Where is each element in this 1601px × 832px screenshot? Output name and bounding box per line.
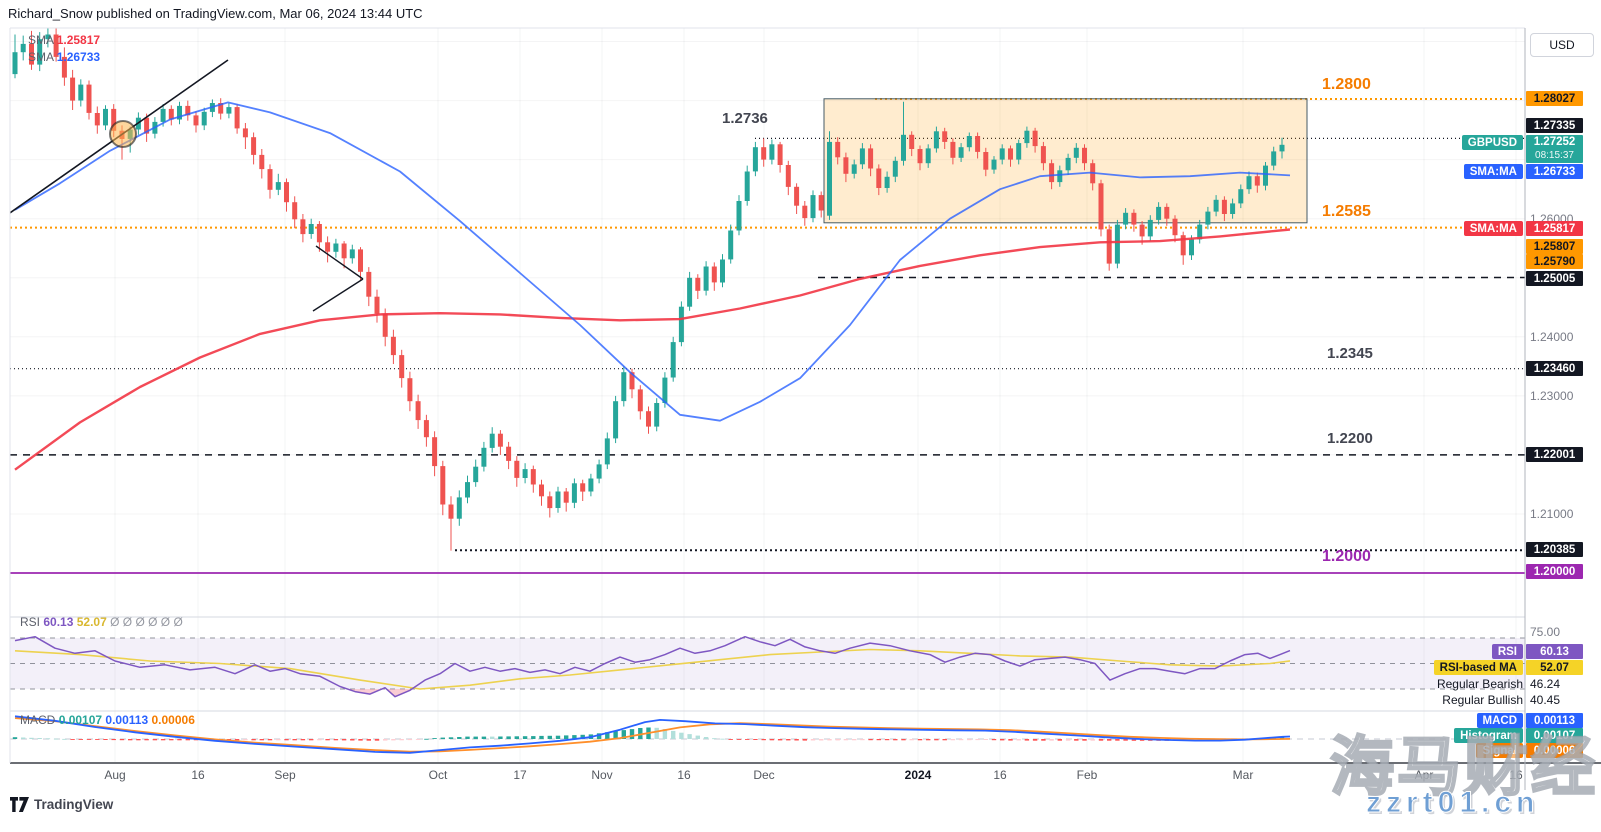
time-axis-label: 16 <box>677 768 691 782</box>
legend-rsi[interactable]: RSI 60.13 52.07 Ø Ø Ø Ø Ø Ø <box>20 615 183 629</box>
countdown-timer: 08:15:37 <box>1535 150 1574 161</box>
time-axis-label: Mar <box>1232 768 1254 782</box>
rsi-ma-value: 52.07 <box>76 615 107 629</box>
level-label-12000: 1.2000 <box>1322 548 1371 565</box>
time-axis-label: Aug <box>104 768 126 782</box>
level-label-12585: 1.2585 <box>1322 203 1371 220</box>
macd-hist-value: 0.00107 <box>58 713 103 727</box>
macd-value: 0.00113 <box>105 713 149 727</box>
level-label-12200: 1.2200 <box>1327 430 1373 447</box>
price-badge: 1.25807 <box>1526 239 1583 254</box>
time-axis-label: 16 <box>191 768 205 782</box>
price-badge: 0.00113 <box>1526 713 1583 728</box>
tradingview-attribution[interactable]: TradingView <box>10 797 113 812</box>
price-badge: 1.28027 <box>1526 91 1583 106</box>
time-axis-label: 17 <box>513 768 527 782</box>
legend-sma-fast[interactable]: SMA 1.26733 <box>28 50 100 64</box>
time-axis-label: 2024 <box>904 768 932 782</box>
sma-slow-value: 1.25817 <box>56 33 101 47</box>
time-axis-label: Dec <box>753 768 775 782</box>
price-badge: 0.00006 <box>1526 743 1583 758</box>
price-badge: 1.25005 <box>1526 271 1583 286</box>
level-label-12800: 1.2800 <box>1322 76 1371 93</box>
macd-label: MACD <box>20 713 56 727</box>
sma-fast-value: 1.26733 <box>56 50 101 64</box>
series-label: RSI-based MA <box>1433 660 1523 675</box>
rsi-label: RSI <box>20 615 41 629</box>
time-axis-label: Nov <box>591 768 613 782</box>
time-axis-label: Apr <box>1414 768 1434 782</box>
price-badge: 1.25817 <box>1526 221 1583 236</box>
legend-macd[interactable]: MACD 0.00107 0.00113 0.00006 <box>20 713 195 727</box>
price-badge: 1.25790 <box>1526 254 1583 269</box>
time-axis-label: Feb <box>1076 768 1098 782</box>
macd-signal-value: 0.00006 <box>151 713 195 727</box>
time-axis-label: Oct <box>428 768 448 782</box>
level-label-12345: 1.2345 <box>1327 345 1373 362</box>
tradingview-brand-text: TradingView <box>34 797 114 812</box>
time-axis-label: Sep <box>274 768 296 782</box>
legend-sma-slow[interactable]: SMA 1.25817 <box>28 33 100 47</box>
level-label-12736: 1.2736 <box>722 110 768 127</box>
price-badge: 1.27335 <box>1526 118 1583 133</box>
price-badge: 52.07 <box>1526 660 1583 675</box>
price-badge: 1.20385 <box>1526 542 1583 557</box>
tradingview-logo-icon <box>10 797 29 812</box>
time-axis-label: 16 <box>993 768 1007 782</box>
currency-toggle-button[interactable]: USD <box>1530 33 1594 57</box>
price-badge: 1.20000 <box>1526 564 1583 579</box>
rsi-params: Ø Ø Ø Ø Ø Ø <box>110 615 183 629</box>
publish-header: Richard_Snow published on TradingView.co… <box>8 6 423 21</box>
axis-tick: 75.00 <box>1530 625 1561 639</box>
sma-label: SMA <box>28 50 54 64</box>
series-label: MACD <box>1476 713 1523 728</box>
price-badge: 40.45 <box>1530 693 1561 707</box>
series-label: SMA:MA <box>1463 221 1523 236</box>
price-badge: 0.00107 <box>1526 728 1583 743</box>
series-label: Signal <box>1476 743 1523 758</box>
series-label: Histogram <box>1454 728 1523 743</box>
series-label: RSI <box>1491 644 1523 659</box>
axis-tick: 1.23000 <box>1530 389 1574 403</box>
series-label: Regular Bullish <box>1442 693 1523 707</box>
price-badge: 60.13 <box>1526 644 1583 659</box>
axis-tick: 1.24000 <box>1530 330 1574 344</box>
watermark-chinese: 海马财经 <box>1329 730 1598 805</box>
price-badge: 1.27252 08:15:37 <box>1526 135 1583 163</box>
time-axis-label: 16 <box>1509 768 1523 782</box>
price-badge: 1.23460 <box>1526 361 1583 376</box>
axis-tick: 1.21000 <box>1530 507 1574 521</box>
price-badge: 1.26733 <box>1526 164 1583 179</box>
rsi-value: 60.13 <box>43 615 74 629</box>
sma-label: SMA <box>28 33 54 47</box>
price-badge: 46.24 <box>1530 677 1561 691</box>
price-badge: 1.22001 <box>1526 447 1583 462</box>
series-label: Regular Bearish <box>1436 677 1523 691</box>
series-label: GBPUSD <box>1461 135 1523 150</box>
watermark-url: zzrt01.cn <box>1365 786 1540 820</box>
series-label: SMA:MA <box>1463 164 1523 179</box>
last-price: 1.27252 <box>1533 136 1576 148</box>
